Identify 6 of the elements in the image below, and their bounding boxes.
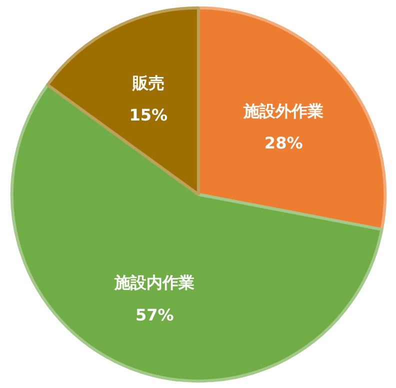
data-label: 15%: [129, 106, 168, 125]
data-label: 57%: [135, 305, 174, 324]
slice-label: 施設外作業: [242, 101, 324, 120]
slice-label: 販売: [131, 73, 164, 92]
data-label: 28%: [264, 134, 303, 153]
slice-label: 施設内作業: [114, 272, 195, 292]
